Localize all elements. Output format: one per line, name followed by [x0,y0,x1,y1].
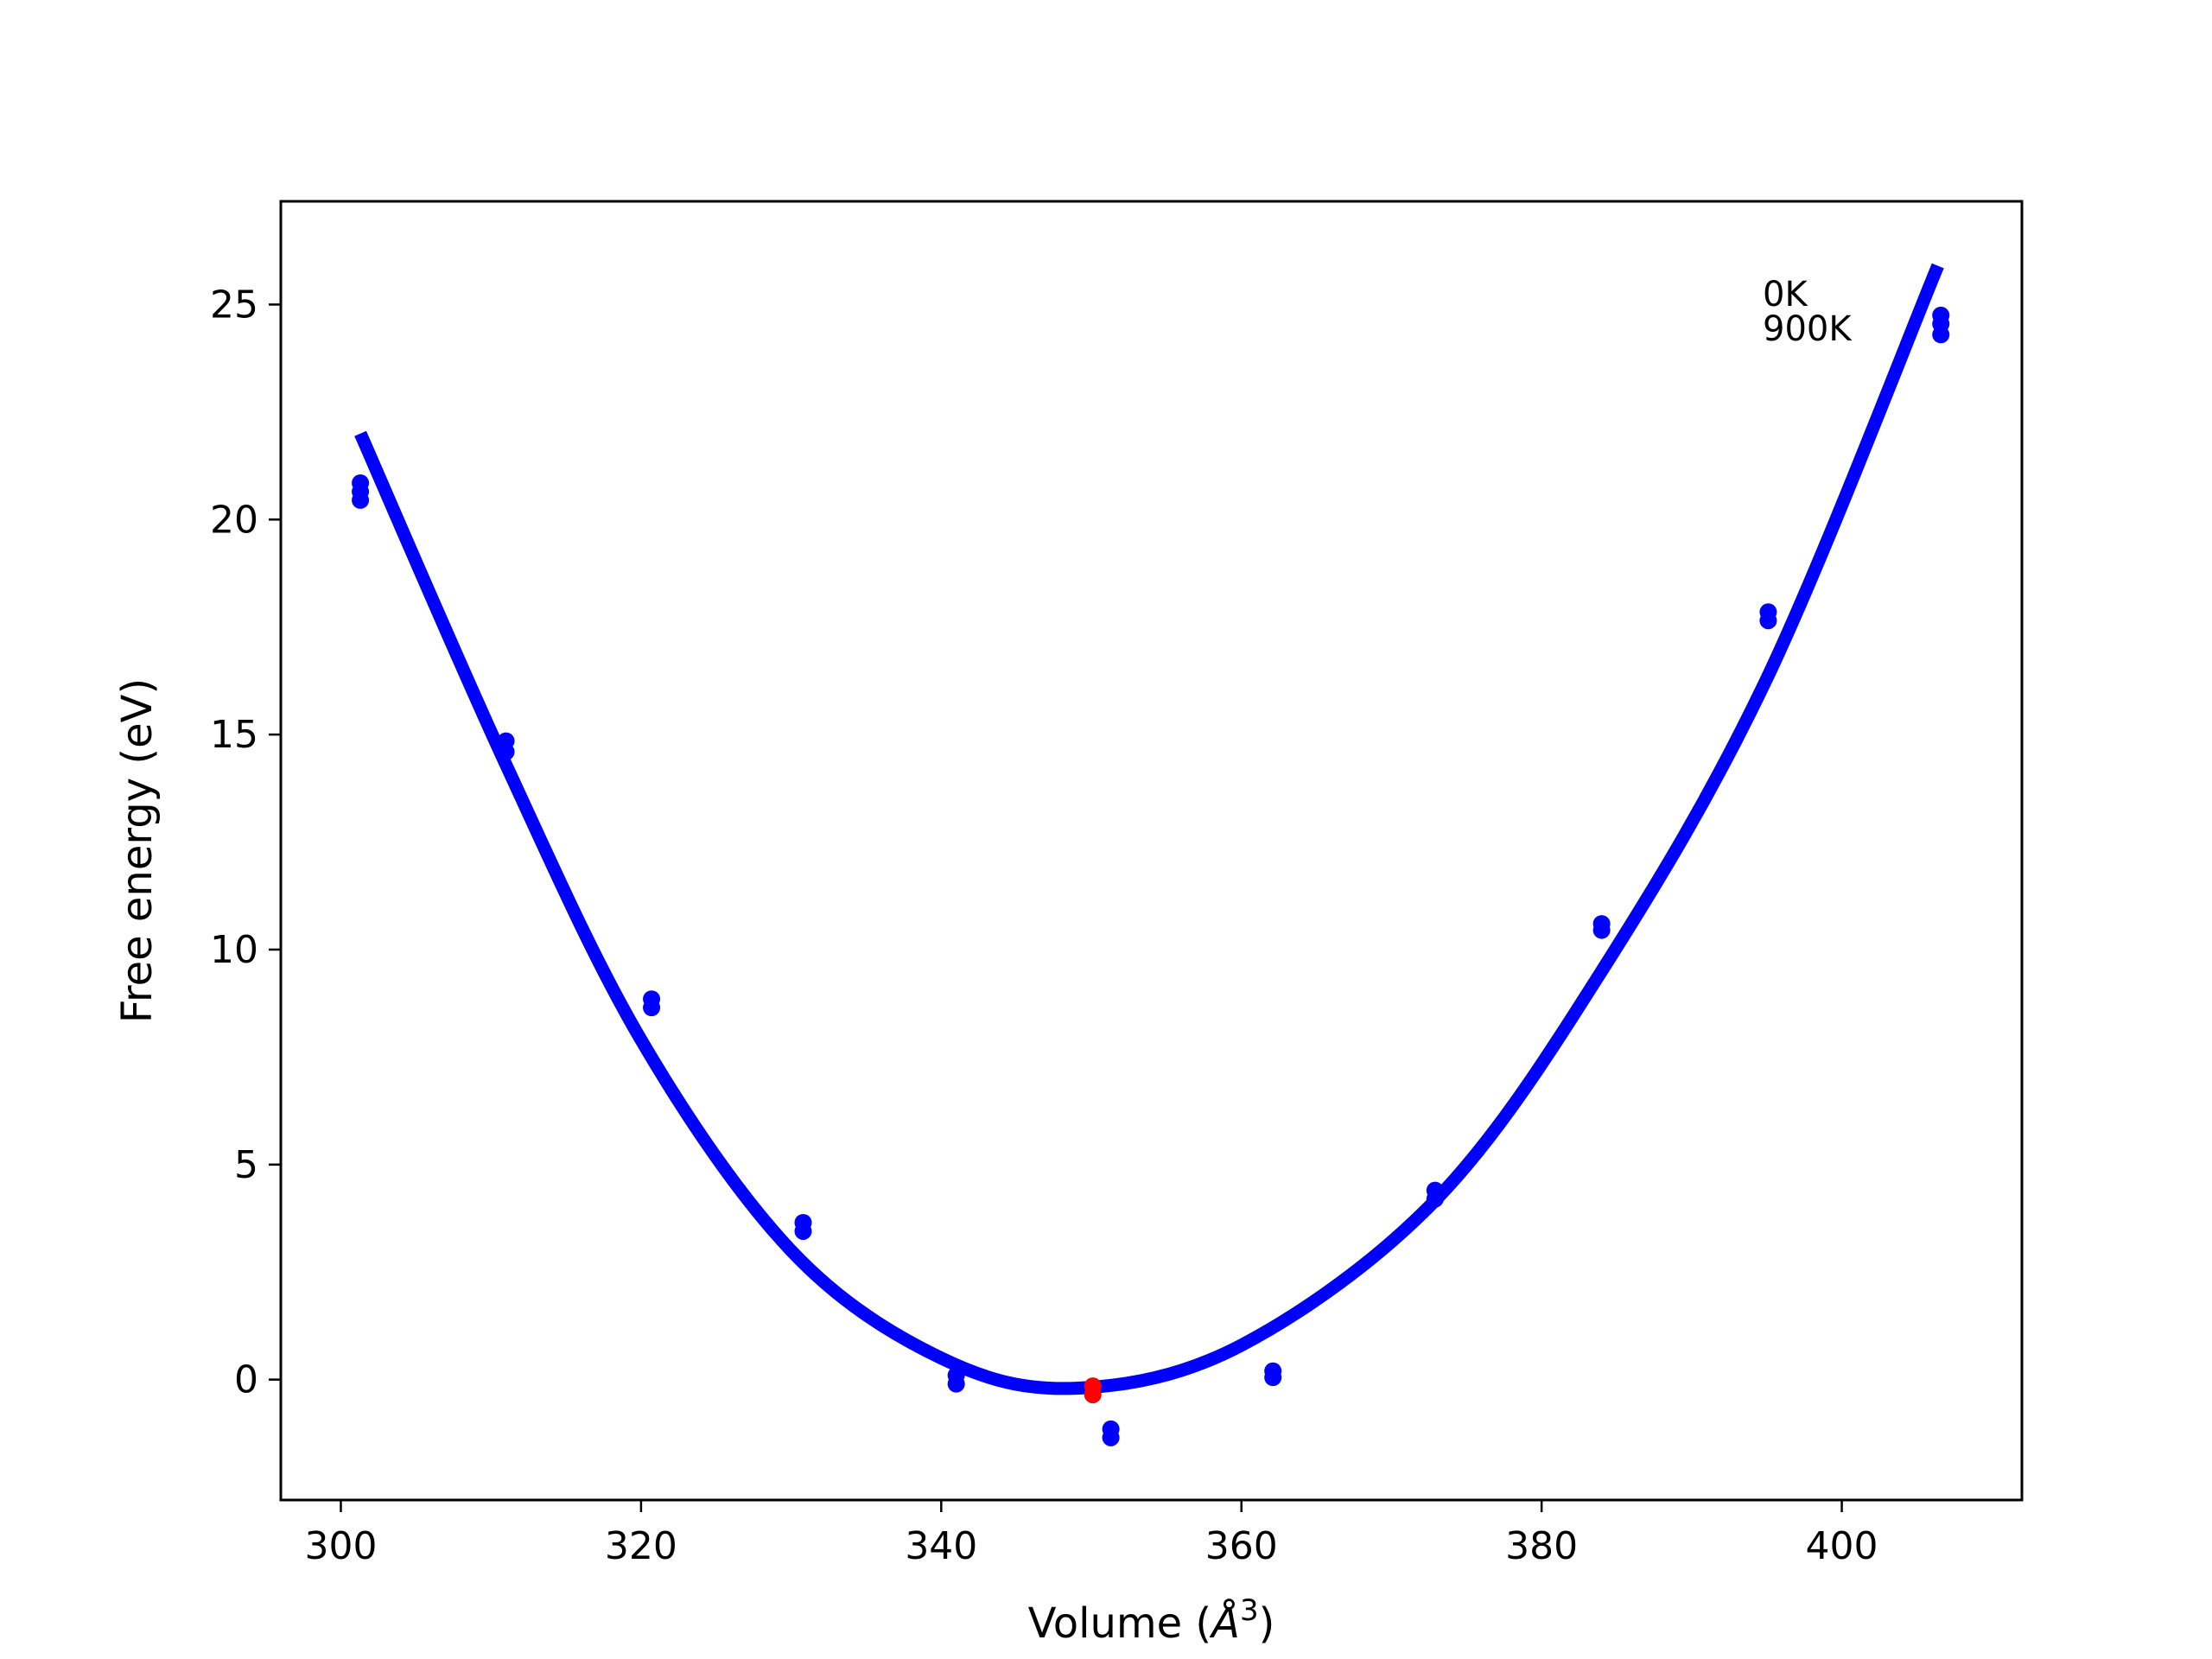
x-axis-label-symbol: Å [1209,1599,1240,1648]
fit-curve [354,263,1944,1395]
data-point [1592,915,1611,933]
plot-area [352,263,1950,1446]
x-axis-label-exponent: 3 [1240,1593,1259,1628]
y-tick-label: 15 [210,713,258,757]
y-axis: 0 5 10 15 20 25 [210,283,281,1402]
data-point [1932,306,1950,324]
data-point [1426,1181,1444,1199]
x-tick-label: 340 [905,1524,977,1568]
data-point [643,990,661,1008]
y-tick-label: 5 [234,1143,258,1187]
x-axis-label-suffix: ) [1259,1599,1275,1648]
legend: 0K 900K [1763,275,1853,349]
y-tick-label: 10 [210,928,258,972]
data-point [1102,1420,1120,1438]
x-tick-label: 360 [1205,1524,1278,1568]
axes-frame [279,200,2024,1502]
minimum-point [1084,1386,1102,1404]
y-axis-label: Free energy (eV) [113,678,162,1023]
legend-entry-0k: 0K [1763,275,1808,315]
x-tick-label: 380 [1505,1524,1578,1568]
x-axis-label-prefix: Volume ( [1028,1599,1212,1648]
data-point [1759,603,1777,621]
data-point [497,732,515,750]
data-point [352,474,370,492]
x-tick-label: 300 [304,1524,377,1568]
y-tick-label: 0 [234,1358,258,1402]
x-axis: 300 320 340 360 380 400 [304,1500,1878,1568]
legend-entry-900k: 900K [1763,309,1853,349]
x-tick-label: 320 [605,1524,677,1568]
y-tick-label: 20 [210,498,258,542]
x-axis-label: Volume (Å3) [1028,1593,1275,1648]
data-point [947,1366,965,1384]
data-point [794,1213,812,1231]
x-tick-label: 400 [1806,1524,1878,1568]
data-point [1264,1362,1282,1380]
y-tick-label: 25 [210,283,258,327]
